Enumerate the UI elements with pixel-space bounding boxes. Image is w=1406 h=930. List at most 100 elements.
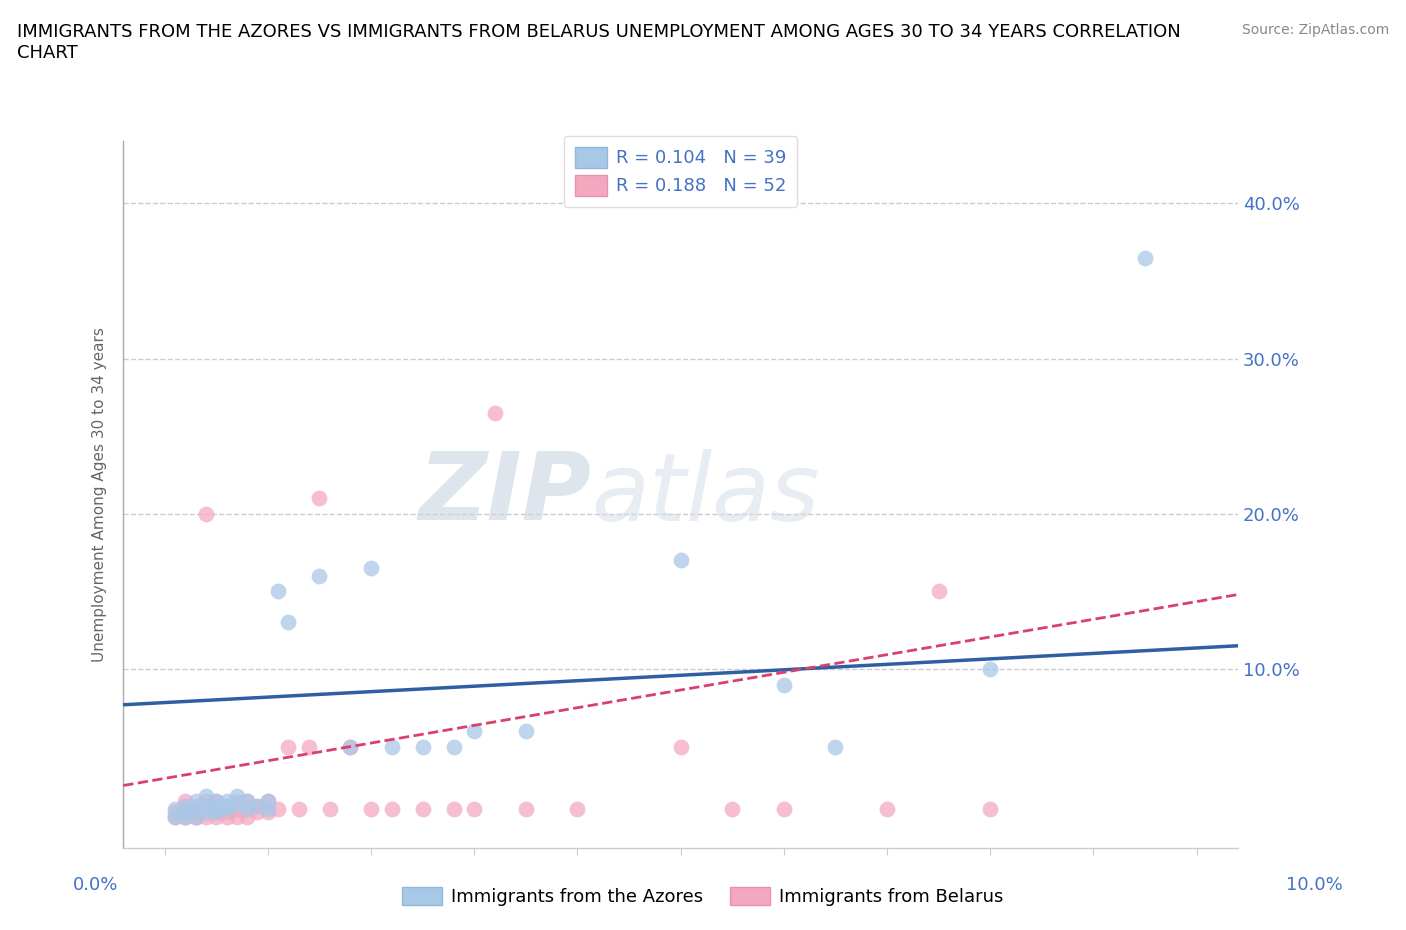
Point	[174, 802, 197, 817]
Point	[215, 809, 238, 824]
Point	[772, 802, 794, 817]
Point	[205, 804, 228, 819]
Point	[194, 802, 217, 817]
Legend: R = 0.104   N = 39, R = 0.188   N = 52: R = 0.104 N = 39, R = 0.188 N = 52	[564, 136, 797, 206]
Point	[412, 739, 434, 754]
Point	[215, 798, 238, 813]
Point	[287, 802, 309, 817]
Point	[824, 739, 846, 754]
Point	[979, 661, 1001, 676]
Text: IMMIGRANTS FROM THE AZORES VS IMMIGRANTS FROM BELARUS UNEMPLOYMENT AMONG AGES 30: IMMIGRANTS FROM THE AZORES VS IMMIGRANTS…	[17, 23, 1181, 62]
Point	[174, 793, 197, 808]
Point	[236, 802, 259, 817]
Point	[721, 802, 744, 817]
Point	[256, 802, 278, 817]
Point	[256, 793, 278, 808]
Point	[225, 797, 247, 812]
Point	[277, 739, 299, 754]
Point	[205, 793, 228, 808]
Y-axis label: Unemployment Among Ages 30 to 34 years: Unemployment Among Ages 30 to 34 years	[93, 327, 107, 662]
Point	[194, 798, 217, 813]
Legend: Immigrants from the Azores, Immigrants from Belarus: Immigrants from the Azores, Immigrants f…	[395, 880, 1011, 913]
Point	[184, 809, 207, 824]
Point	[194, 789, 217, 804]
Point	[669, 553, 692, 568]
Point	[443, 739, 465, 754]
Point	[205, 798, 228, 813]
Point	[256, 804, 278, 819]
Point	[174, 798, 197, 813]
Point	[381, 802, 404, 817]
Point	[205, 793, 228, 808]
Point	[318, 802, 340, 817]
Point	[225, 809, 247, 824]
Point	[360, 802, 382, 817]
Point	[174, 809, 197, 824]
Point	[184, 793, 207, 808]
Point	[184, 809, 207, 824]
Text: Source: ZipAtlas.com: Source: ZipAtlas.com	[1241, 23, 1389, 37]
Point	[308, 568, 330, 583]
Text: ZIP: ZIP	[419, 448, 592, 540]
Point	[463, 724, 485, 738]
Point	[225, 793, 247, 808]
Point	[163, 809, 186, 824]
Point	[1133, 250, 1156, 265]
Point	[515, 724, 537, 738]
Point	[236, 793, 259, 808]
Point	[277, 615, 299, 630]
Point	[225, 789, 247, 804]
Point	[184, 804, 207, 819]
Point	[412, 802, 434, 817]
Point	[308, 491, 330, 506]
Point	[225, 802, 247, 817]
Point	[205, 809, 228, 824]
Point	[256, 793, 278, 808]
Point	[876, 802, 898, 817]
Text: atlas: atlas	[592, 449, 820, 540]
Point	[463, 802, 485, 817]
Point	[194, 506, 217, 521]
Point	[215, 804, 238, 819]
Point	[163, 802, 186, 817]
Point	[267, 802, 290, 817]
Point	[174, 804, 197, 819]
Point	[246, 798, 269, 813]
Point	[928, 584, 950, 599]
Point	[184, 798, 207, 813]
Point	[194, 804, 217, 819]
Point	[236, 802, 259, 817]
Point	[174, 809, 197, 824]
Point	[443, 802, 465, 817]
Text: 0.0%: 0.0%	[73, 876, 118, 895]
Point	[339, 739, 361, 754]
Point	[772, 677, 794, 692]
Point	[360, 561, 382, 576]
Point	[246, 804, 269, 819]
Point	[246, 798, 269, 813]
Point	[194, 809, 217, 824]
Point	[215, 798, 238, 813]
Text: 10.0%: 10.0%	[1286, 876, 1343, 895]
Point	[215, 793, 238, 808]
Point	[669, 739, 692, 754]
Point	[163, 809, 186, 824]
Point	[194, 793, 217, 808]
Point	[381, 739, 404, 754]
Point	[205, 804, 228, 819]
Point	[979, 802, 1001, 817]
Point	[174, 809, 197, 824]
Point	[339, 739, 361, 754]
Point	[236, 809, 259, 824]
Point	[184, 802, 207, 817]
Point	[484, 405, 506, 420]
Point	[267, 584, 290, 599]
Point	[298, 739, 321, 754]
Point	[567, 802, 589, 817]
Point	[163, 804, 186, 819]
Point	[205, 802, 228, 817]
Point	[215, 802, 238, 817]
Point	[184, 809, 207, 824]
Point	[515, 802, 537, 817]
Point	[236, 793, 259, 808]
